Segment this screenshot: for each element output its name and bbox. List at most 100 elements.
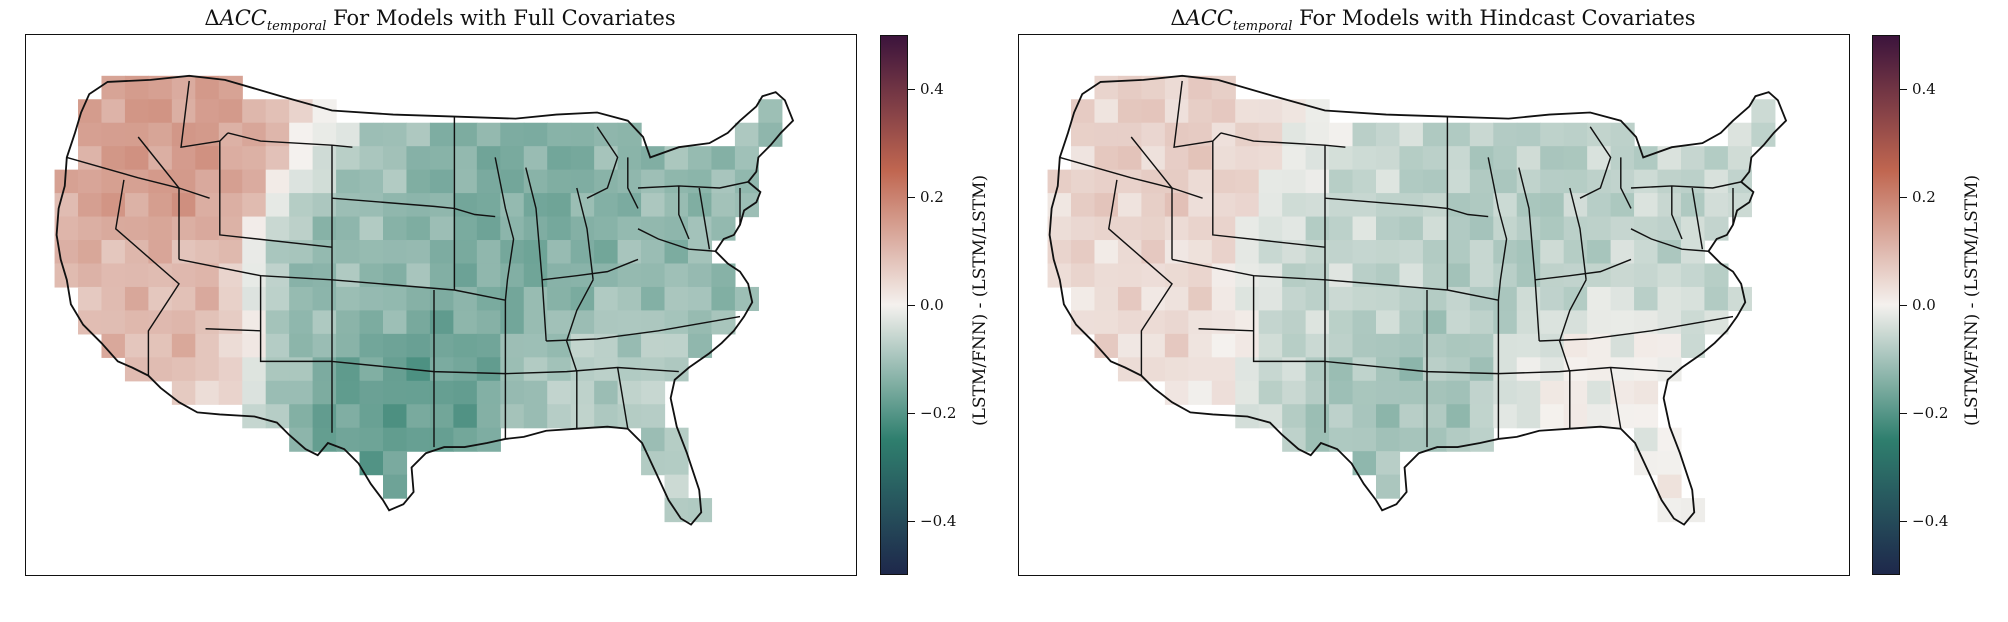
- state-border: [494, 157, 515, 301]
- grid-cell: [1305, 380, 1330, 405]
- grid-cell: [406, 216, 431, 241]
- state-border: [576, 187, 594, 280]
- grid-cell: [336, 380, 361, 405]
- state-border: [678, 185, 690, 240]
- grid-cell: [1516, 240, 1541, 265]
- grid-cell: [1188, 99, 1213, 124]
- grid-cell: [1117, 193, 1143, 218]
- grid-cell: [1446, 333, 1471, 358]
- grid-cell: [1117, 310, 1143, 335]
- state-border: [1620, 157, 1632, 209]
- grid-cell: [1164, 333, 1189, 358]
- grid-cell: [242, 380, 267, 405]
- grid-cell: [1493, 169, 1518, 194]
- grid-cell: [1540, 380, 1565, 405]
- grid-cell: [1094, 193, 1119, 218]
- grid-cell: [1094, 122, 1119, 147]
- grid-cell: [1704, 169, 1729, 194]
- grid-cell: [1587, 263, 1612, 288]
- grid-cell: [242, 216, 267, 241]
- grid-cell: [1282, 263, 1307, 288]
- grid-cell: [242, 99, 267, 124]
- grid-cell: [687, 286, 713, 312]
- grid-cell: [195, 286, 220, 312]
- grid-cell: [242, 146, 267, 171]
- grid-cell: [641, 286, 666, 312]
- state-border: [331, 279, 455, 291]
- grid-cell: [312, 286, 337, 312]
- grid-cell: [1305, 310, 1330, 335]
- grid-cell: [289, 310, 314, 335]
- grid-cell: [124, 286, 150, 312]
- grid-cell: [336, 333, 361, 358]
- grid-cell: [383, 216, 408, 241]
- grid-cell: [124, 240, 150, 265]
- grid-cell: [617, 169, 642, 194]
- grid-cell: [1540, 310, 1565, 335]
- grid-cell: [171, 286, 196, 312]
- grid-cell: [1258, 310, 1283, 335]
- grid-cell: [383, 146, 408, 171]
- grid-cell: [711, 169, 736, 194]
- grid-cell: [1282, 404, 1307, 429]
- grid-cell: [476, 169, 501, 194]
- grid-cell: [1446, 404, 1471, 429]
- grid-cell: [664, 451, 689, 476]
- state-border: [114, 179, 180, 376]
- grid-cell: [500, 404, 525, 429]
- grid-cell: [1493, 263, 1518, 288]
- grid-cell: [1657, 263, 1682, 288]
- grid-cell: [1282, 193, 1307, 218]
- grid-cell: [594, 169, 619, 194]
- grid-cell: [1680, 146, 1706, 171]
- grid-cell: [1094, 333, 1119, 358]
- grid-cell: [1282, 333, 1307, 358]
- state-border: [698, 187, 711, 250]
- grid-cell: [1188, 380, 1213, 405]
- grid-cell: [1516, 333, 1541, 358]
- grid-cell: [476, 380, 501, 405]
- grid-cell: [594, 380, 619, 405]
- colorbar-tick: [908, 305, 915, 307]
- grid-cell: [1610, 286, 1635, 312]
- grid-cell: [1704, 216, 1729, 241]
- grid-cell: [1634, 240, 1659, 265]
- grid-cell: [1094, 240, 1119, 265]
- state-border: [586, 126, 619, 199]
- grid-cell: [1071, 122, 1096, 147]
- grid-cell: [1376, 216, 1401, 241]
- grid-cell: [1376, 286, 1401, 312]
- grid-cell: [664, 169, 689, 194]
- grid-cell: [336, 193, 361, 218]
- grid-cell: [336, 122, 361, 147]
- grid-cell: [664, 146, 689, 171]
- grid-cell: [78, 286, 103, 312]
- grid-cell: [289, 263, 314, 288]
- grid-cell: [1235, 99, 1260, 124]
- grid-cell: [1211, 99, 1236, 124]
- grid-cell: [406, 380, 431, 405]
- grid-cell: [453, 216, 478, 241]
- grid-cell: [242, 122, 267, 147]
- grid-cell: [78, 193, 103, 218]
- grid-cell: [594, 193, 619, 218]
- grid-cell: [1446, 146, 1471, 171]
- grid-cell: [1610, 169, 1635, 194]
- grid-cell: [1399, 333, 1424, 358]
- grid-cell: [1540, 146, 1565, 171]
- grid-cell: [547, 216, 572, 241]
- grid-cell: [406, 427, 431, 452]
- grid-cell: [1352, 193, 1377, 218]
- grid-cell: [429, 263, 454, 288]
- grid-cell: [1211, 240, 1236, 265]
- grid-cell: [1422, 169, 1447, 194]
- grid-cell: [1493, 357, 1518, 382]
- grid-cell: [265, 99, 290, 124]
- grid-cell: [101, 146, 126, 171]
- grid-cell: [1563, 380, 1588, 405]
- grid-cell: [242, 240, 267, 265]
- grid-cell: [1610, 310, 1635, 335]
- grid-cell: [476, 333, 501, 358]
- grid-cell: [1376, 193, 1401, 218]
- grid-cell: [195, 75, 220, 100]
